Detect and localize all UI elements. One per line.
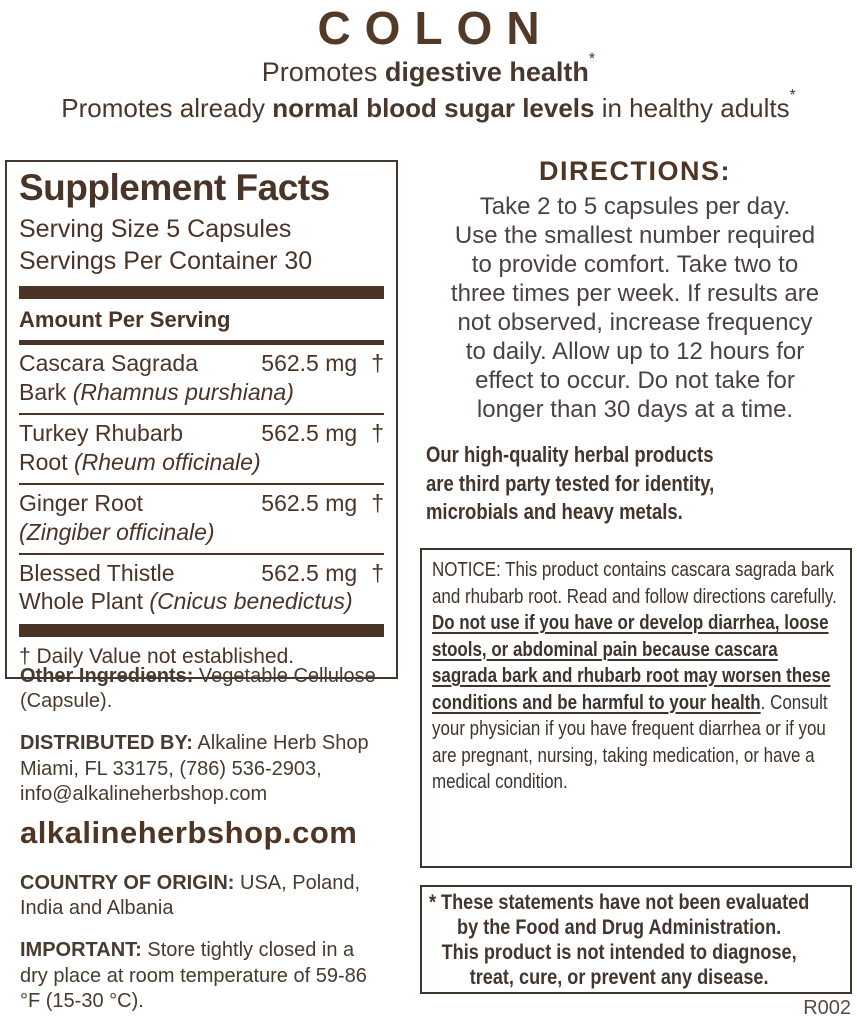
divider-bar	[19, 285, 384, 299]
ingredient-part: Bark	[19, 378, 73, 405]
ingredient-name: Ginger Root	[19, 489, 144, 516]
directions-heading: DIRECTIONS:	[539, 156, 731, 186]
ingredient-amount: 562.5 mg	[261, 559, 358, 586]
left-info-column: Other Ingredients: Vegetable Cellulose (…	[20, 664, 393, 1014]
botanical-name: (Rhamnus purshiana)	[72, 378, 294, 405]
notice-warning-underlined: Do not use if you have or develop diarrh…	[432, 612, 831, 714]
ingredient-name: Turkey Rhubarb	[19, 419, 184, 446]
daily-value-dagger: †	[371, 419, 384, 446]
claim-bold-text: normal blood sugar levels	[272, 93, 595, 123]
botanical-name: (Cnicus benedictus)	[149, 588, 353, 615]
daily-value-footnote: † Daily Value not established.	[19, 645, 295, 669]
notice-prefix: NOTICE: This product contains cascara sa…	[432, 559, 837, 608]
botanical-name: (Rheum officinale)	[73, 448, 261, 475]
country-of-origin: COUNTRY OF ORIGIN: USA, Poland, India an…	[20, 871, 393, 921]
website-text: alkalineherbshop.com	[20, 814, 358, 850]
claim-digestive-health: Promotes digestive health*	[0, 50, 857, 88]
ingredient-part: Whole Plant	[19, 588, 150, 615]
quality-statement: Our high-quality herbal products are thi…	[426, 442, 715, 525]
other-ingredients-label: Other Ingredients:	[20, 665, 194, 687]
claim-text: in healthy adults	[594, 93, 790, 123]
distributed-by-label: DISTRIBUTED BY:	[20, 732, 193, 755]
important-text: Store tightly closed in a dry place at r…	[20, 939, 367, 1012]
claim-text: Promotes already	[61, 93, 273, 123]
ingredient-name: Blessed Thistle	[19, 559, 175, 586]
ingredient-amount: 562.5 mg	[261, 419, 358, 446]
ingredient-row: Blessed Thistle 562.5 mg † Whole Plant (C…	[19, 555, 384, 623]
country-of-origin-label: COUNTRY OF ORIGIN:	[20, 871, 235, 894]
distributed-by-text: Alkaline Herb Shop Miami, FL 33175, (786…	[20, 732, 369, 805]
supplement-facts-title: Supplement Facts	[19, 167, 330, 208]
ingredient-name: Cascara Sagrada	[19, 349, 198, 376]
other-ingredients: Other Ingredients: Vegetable Cellulose (…	[20, 664, 393, 714]
serving-size: Serving Size 5 Capsules	[19, 214, 292, 243]
daily-value-dagger: †	[371, 349, 384, 376]
daily-value-dagger: †	[371, 559, 384, 586]
servings-per-container: Servings Per Container 30	[19, 247, 313, 276]
ingredient-part: Root	[19, 448, 74, 475]
ingredient-row: Turkey Rhubarb 562.5 mg † Root (Rheum off…	[19, 415, 384, 485]
claim-blood-sugar: Promotes already normal blood sugar leve…	[0, 87, 857, 124]
claim-text: Promotes	[261, 57, 385, 87]
country-of-origin-text: USA, Poland, India and Albania	[20, 871, 361, 920]
fda-disclaimer-box: * These statements have not been evaluat…	[420, 885, 852, 994]
amount-per-serving-header: Amount Per Serving	[19, 306, 231, 332]
revision-code: R002	[803, 997, 851, 1019]
asterisk: *	[789, 87, 796, 105]
important-label: IMPORTANT:	[20, 939, 142, 962]
notice-text: NOTICE: This product contains cascara sa…	[432, 557, 840, 796]
claim-bold-text: digestive health	[384, 57, 589, 87]
divider-bar	[19, 339, 384, 345]
ingredient-row: Cascara Sagrada 562.5 mg † Bark (Rhamnus …	[19, 345, 384, 415]
directions-text: Take 2 to 5 capsules per day. Use the sm…	[450, 193, 820, 423]
daily-value-dagger: †	[371, 489, 384, 516]
notice-suffix: . Consult your physician if you have fre…	[432, 691, 828, 794]
ingredient-amount: 562.5 mg	[261, 489, 358, 516]
ingredient-row: Ginger Root 562.5 mg † (Zingiber officina…	[19, 485, 384, 555]
product-title: COLON	[317, 2, 554, 54]
botanical-name: (Zingiber officinale)	[19, 518, 215, 545]
notice-box: NOTICE: This product contains cascara sa…	[420, 548, 852, 868]
asterisk: *	[588, 49, 596, 68]
storage-instructions: IMPORTANT: Store tightly closed in a dry…	[20, 938, 393, 1014]
distributed-by: DISTRIBUTED BY: Alkaline Herb Shop Miami…	[20, 731, 393, 807]
supplement-facts-panel: Supplement Facts Serving Size 5 Capsules…	[5, 160, 398, 680]
fda-disclaimer-text: * These statements have not been evaluat…	[428, 890, 810, 989]
ingredient-amount: 562.5 mg	[261, 349, 358, 376]
divider-bar	[19, 624, 384, 638]
other-ingredients-text: Vegetable Cellulose (Capsule).	[20, 665, 376, 713]
